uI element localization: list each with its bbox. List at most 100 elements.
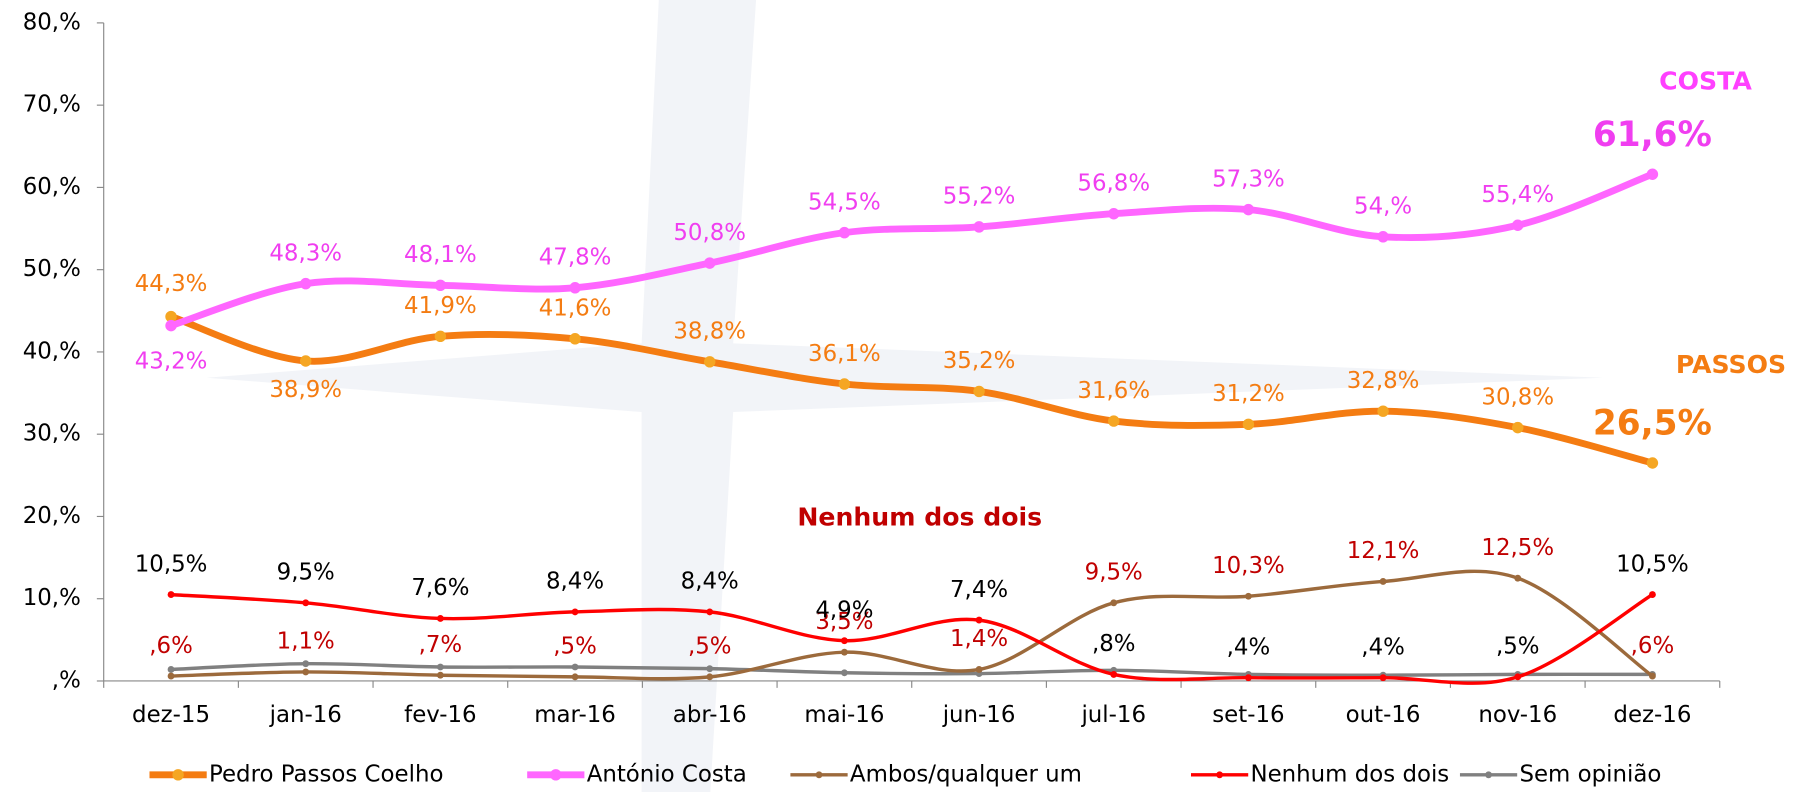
x-tick-label: out-16	[1346, 702, 1421, 728]
data-point	[704, 356, 715, 367]
data-label: 10,5%	[135, 551, 208, 577]
data-label: ,6%	[1631, 633, 1675, 659]
data-point	[1377, 405, 1388, 416]
data-label: 12,1%	[1347, 538, 1420, 564]
data-label: ,5%	[688, 634, 732, 660]
data-label: 4,9%	[815, 597, 873, 623]
data-point	[572, 673, 579, 680]
y-tick-label: 30,%	[23, 421, 81, 447]
data-label: ,5%	[553, 634, 597, 660]
data-label: 31,2%	[1212, 381, 1285, 407]
data-point	[1243, 419, 1254, 430]
data-label: 32,8%	[1347, 368, 1420, 394]
x-tick-label: dez-15	[132, 702, 210, 728]
x-tick-label: dez-16	[1613, 702, 1691, 728]
data-label: 41,9%	[404, 293, 477, 319]
data-point	[165, 320, 176, 331]
data-label: 61,6%	[1593, 115, 1712, 155]
data-point	[973, 386, 984, 397]
data-label: 57,3%	[1212, 166, 1285, 192]
data-label: 55,4%	[1481, 182, 1554, 208]
data-label: ,8%	[1092, 631, 1136, 657]
data-label: 8,4%	[681, 569, 739, 595]
data-point	[1380, 674, 1387, 681]
data-label: 48,1%	[404, 242, 477, 268]
data-point	[302, 599, 309, 606]
data-point	[1512, 220, 1523, 231]
data-point	[1514, 575, 1521, 582]
legend-label: Ambos/qualquer um	[850, 761, 1082, 787]
data-point	[435, 331, 446, 342]
data-point	[976, 666, 983, 673]
data-point	[839, 227, 850, 238]
legend-label: Sem opinião	[1519, 761, 1661, 787]
data-point	[976, 617, 983, 624]
legend-swatch	[1216, 771, 1223, 778]
data-label: 48,3%	[269, 240, 342, 266]
legend-label: António Costa	[587, 761, 747, 787]
data-label: 10,3%	[1212, 553, 1285, 579]
series-line	[171, 571, 1652, 678]
data-point	[1649, 673, 1656, 680]
chart: COSTA PASSOS Nenhum dos dois ,% 10,% 20,% 3…	[0, 0, 1796, 792]
data-point	[1245, 593, 1252, 600]
legend-swatch	[816, 771, 823, 778]
data-point	[706, 608, 713, 615]
legend-label: Nenhum dos dois	[1251, 761, 1450, 787]
data-label: 12,5%	[1481, 535, 1554, 561]
data-point	[1110, 671, 1117, 678]
data-point	[168, 673, 175, 680]
data-point	[572, 608, 579, 615]
data-point	[1647, 169, 1658, 180]
data-point	[1380, 578, 1387, 585]
data-label: 30,8%	[1481, 384, 1554, 410]
data-label: 56,8%	[1077, 170, 1150, 196]
y-tick-label: 20,%	[23, 503, 81, 529]
data-label: 38,8%	[673, 319, 746, 345]
data-label: 26,5%	[1593, 404, 1712, 444]
data-label: 35,2%	[943, 348, 1016, 374]
data-point	[437, 664, 444, 671]
data-label: 1,4%	[950, 626, 1008, 652]
data-point	[1514, 673, 1521, 680]
data-label: 36,1%	[808, 341, 881, 367]
y-tick-label: 50,%	[23, 256, 81, 282]
data-point	[168, 591, 175, 598]
data-label: 55,2%	[943, 184, 1016, 210]
data-label: 10,5%	[1616, 551, 1689, 577]
data-label: 8,4%	[546, 569, 604, 595]
data-label: 50,8%	[673, 220, 746, 246]
x-tick-label: set-16	[1212, 702, 1284, 728]
x-tick-label: jan-16	[269, 702, 342, 728]
data-point	[706, 665, 713, 672]
y-tick-label: 10,%	[23, 585, 81, 611]
x-tick-label: abr-16	[673, 702, 747, 728]
data-point	[1377, 231, 1388, 242]
data-point	[1245, 674, 1252, 681]
data-point	[302, 660, 309, 667]
series-line	[171, 595, 1652, 684]
data-point	[839, 378, 850, 389]
data-label: 43,2%	[135, 349, 208, 375]
annotation: Nenhum dos dois	[797, 502, 1042, 531]
annotation: COSTA	[1659, 66, 1752, 95]
x-tick-label: fev-16	[404, 702, 476, 728]
data-point	[300, 278, 311, 289]
x-tick-label: nov-16	[1478, 702, 1557, 728]
data-point	[168, 666, 175, 673]
y-tick-label: 60,%	[23, 174, 81, 200]
x-tick-label: mar-16	[534, 702, 616, 728]
y-tick-label: ,%	[52, 667, 81, 693]
data-point	[841, 649, 848, 656]
data-label: 9,5%	[277, 560, 335, 586]
series-line	[171, 174, 1652, 325]
x-tick-label: mai-16	[804, 702, 884, 728]
data-point	[302, 669, 309, 676]
data-point	[706, 673, 713, 680]
data-label: ,6%	[149, 633, 193, 659]
legend-swatch	[172, 769, 183, 780]
y-tick-label: 70,%	[23, 92, 81, 118]
data-label: ,4%	[1361, 634, 1405, 660]
data-point	[973, 221, 984, 232]
annotation: PASSOS	[1676, 350, 1786, 379]
